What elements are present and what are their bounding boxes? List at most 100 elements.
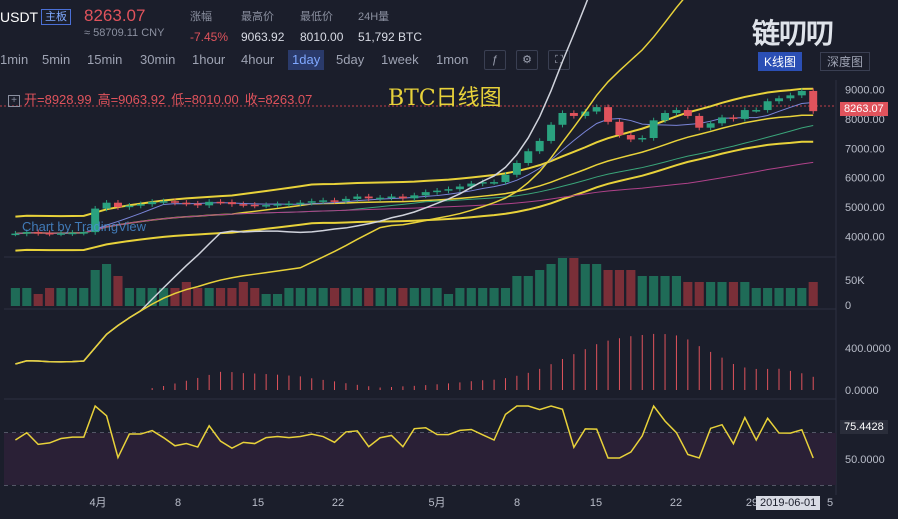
price-axis-label: 6000.00 — [845, 173, 885, 185]
volume-bar — [386, 288, 397, 306]
volume-bar — [421, 288, 431, 306]
time-axis-label: 22 — [670, 497, 682, 509]
interval-4hour[interactable]: 4hour — [241, 52, 275, 67]
interval-1week[interactable]: 1week — [381, 52, 419, 67]
candle-body — [740, 110, 749, 119]
candle-body — [113, 202, 122, 208]
price-axis-label: 5000.00 — [845, 202, 885, 214]
candle-body — [729, 117, 738, 119]
volume-bar — [751, 288, 761, 306]
candle-body — [284, 203, 293, 206]
interval-30min[interactable]: 30min — [140, 52, 176, 67]
interval-1mon[interactable]: 1mon — [436, 52, 469, 67]
volume-bar — [124, 288, 134, 306]
candle-body — [296, 202, 305, 205]
tab-depth[interactable]: 深度图 — [820, 52, 871, 71]
candle-body — [68, 232, 77, 235]
volume-bar — [763, 288, 773, 306]
volume-bar — [626, 270, 636, 306]
stat-volume: 24H量 51,792 BTC — [358, 11, 423, 44]
time-axis-label: 15 — [252, 497, 264, 509]
volume-bar — [523, 276, 533, 306]
interval-15min[interactable]: 15min — [87, 52, 123, 67]
interval-1min[interactable]: 1min — [0, 52, 29, 67]
ma60-line — [15, 161, 814, 235]
candle-body — [752, 110, 761, 112]
indicator-icon[interactable]: ƒ — [484, 50, 506, 70]
volume-bar — [250, 288, 260, 306]
volume-bar — [500, 288, 511, 306]
price-axis-label: 8000.00 — [845, 114, 885, 126]
volume-bar — [432, 288, 442, 306]
volume-bar — [489, 288, 499, 306]
volume-bar — [204, 288, 214, 306]
candle-body — [718, 117, 727, 124]
macd-line — [15, 0, 589, 365]
price-axis-label: 7000.00 — [845, 143, 885, 155]
candle-body — [775, 98, 784, 102]
tab-kline[interactable]: K线图 — [758, 52, 803, 71]
volume-bar — [603, 270, 613, 306]
volume-bar — [136, 288, 146, 306]
stat-low: 最低价 8010.00 — [300, 11, 344, 44]
candle-body — [467, 183, 476, 187]
candle-body — [626, 135, 635, 140]
candle-body — [763, 101, 772, 111]
candle-body — [615, 121, 624, 136]
candle-body — [262, 205, 271, 207]
candle-body — [364, 196, 373, 199]
volume-bar — [364, 288, 374, 306]
candle-body — [535, 140, 544, 152]
axes: 9000.00 8000.00 7000.00 6000.00 5000.00 4000.… — [89, 84, 890, 509]
volume-bar — [443, 294, 454, 306]
volume-axis-label: 50K — [845, 275, 865, 287]
volume-bar — [159, 288, 169, 306]
volume-bar — [272, 294, 283, 306]
volume-bar — [740, 282, 750, 306]
volume-bar — [728, 282, 738, 306]
stat-change: 涨幅 -7.45% — [190, 11, 229, 44]
ma30-line — [15, 124, 814, 235]
time-axis-label: 29 — [746, 497, 758, 509]
volume-bar — [79, 288, 89, 306]
candles — [11, 88, 818, 237]
interval-toolbar: 1min 5min 15min 30min 1hour 4hour 1day 5… — [0, 46, 898, 73]
candle-body — [478, 182, 487, 184]
volume-bar — [637, 276, 647, 306]
candle-body — [353, 196, 362, 199]
interval-1hour[interactable]: 1hour — [192, 52, 226, 67]
volume-bar — [113, 276, 123, 306]
volume-bar — [10, 288, 20, 306]
candle-body — [524, 151, 533, 163]
volume-bar — [295, 288, 305, 306]
rsi-line — [14, 404, 814, 460]
candle-body — [148, 201, 157, 205]
volume-bar — [307, 288, 317, 306]
candle-body — [227, 202, 236, 205]
expand-icon[interactable]: + — [8, 95, 20, 107]
volume-bar — [512, 276, 522, 306]
rsi-panel — [14, 404, 814, 460]
volume-bar — [261, 294, 271, 306]
time-axis-label: 22 — [332, 497, 344, 509]
settings-icon[interactable]: ⚙ — [516, 50, 538, 70]
volume-bar — [22, 288, 32, 306]
candle-body — [695, 115, 704, 128]
candle-body — [444, 189, 453, 191]
interval-5day[interactable]: 5day — [336, 52, 365, 67]
candle-body — [193, 203, 202, 206]
candle-body — [341, 198, 350, 201]
stat-high: 最高价 9063.92 — [241, 11, 285, 44]
candle-body — [125, 205, 134, 208]
volume-bar — [535, 270, 545, 306]
signal-line — [15, 0, 684, 365]
volume-bar — [215, 288, 226, 306]
board-tag[interactable]: 主板 — [41, 9, 71, 25]
interval-1day[interactable]: 1day — [288, 50, 325, 70]
volume-bar — [797, 288, 807, 306]
candle-body — [11, 233, 20, 236]
time-axis-label: 5月 — [428, 497, 445, 509]
candle-body — [547, 124, 556, 141]
interval-5min[interactable]: 5min — [42, 52, 71, 67]
